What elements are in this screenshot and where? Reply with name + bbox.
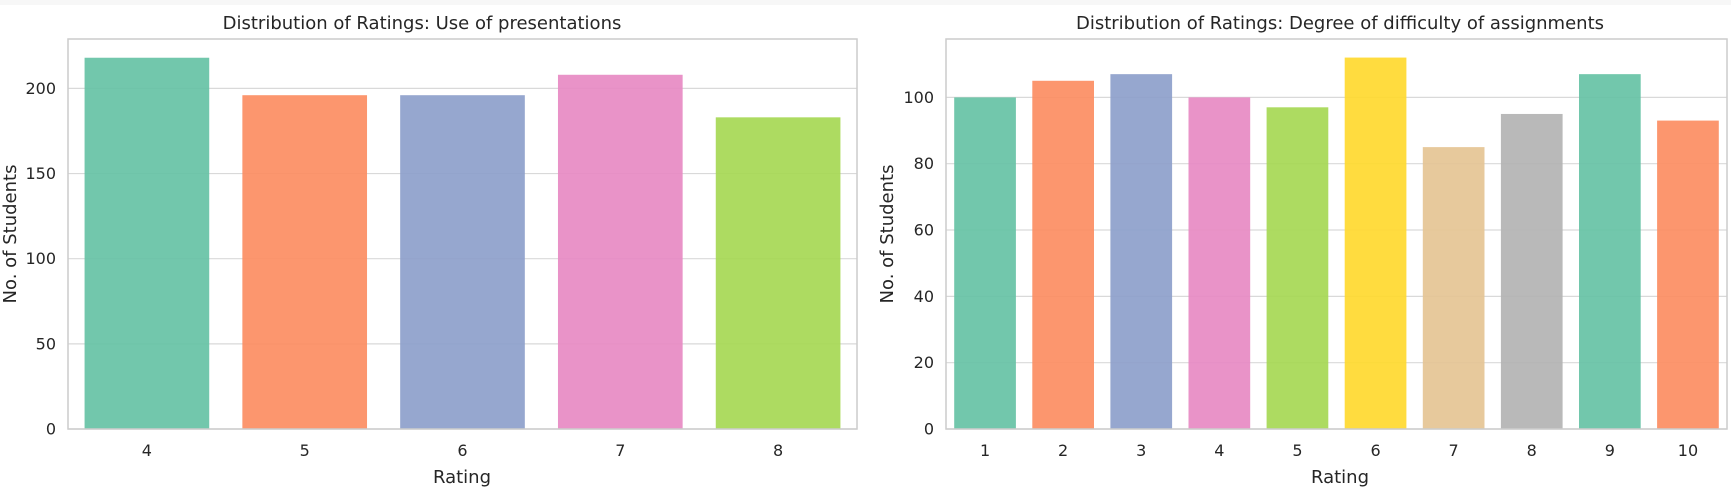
y-tick-label: 20 (914, 353, 934, 372)
y-tick-label: 100 (903, 88, 934, 107)
bar-rating-5 (1266, 107, 1329, 429)
bar-rating-7 (557, 74, 683, 429)
plot-frame (945, 38, 1728, 430)
bar-rating-4 (84, 57, 210, 430)
bar-rating-1 (954, 97, 1016, 430)
bar-rating-2 (1032, 80, 1094, 430)
x-tick-label: 6 (457, 441, 467, 460)
x-tick-label: 8 (773, 441, 783, 460)
bar-rating-6 (1344, 57, 1407, 429)
x-tick-label: 6 (1370, 441, 1380, 460)
y-tick-label: 150 (25, 164, 56, 183)
bar-rating-4 (1188, 97, 1251, 430)
y-tick-label: 100 (25, 249, 56, 268)
bar-rating-8 (715, 117, 841, 430)
bar-rating-8 (1500, 113, 1563, 430)
y-tick-label: 0 (924, 420, 934, 439)
chart-title: Distribution of Ratings: Degree of diffi… (1076, 13, 1604, 34)
bar-rating-9 (1579, 74, 1641, 429)
x-tick-label: 9 (1605, 441, 1615, 460)
chart-title: Distribution of Ratings: Use of presenta… (223, 13, 622, 34)
bar-rating-7 (1422, 147, 1485, 429)
y-tick-label: 200 (25, 79, 56, 98)
y-axis-label: No. of Students (0, 165, 21, 304)
x-tick-label: 7 (615, 441, 625, 460)
x-tick-label: 5 (1292, 441, 1302, 460)
y-tick-label: 80 (914, 154, 934, 173)
x-axis-label: Rating (433, 467, 491, 488)
x-tick-label: 1 (980, 441, 990, 460)
bar-rating-6 (400, 95, 525, 430)
bar-rating-3 (1110, 74, 1173, 429)
x-tick-label: 8 (1527, 441, 1537, 460)
x-tick-label: 4 (1214, 441, 1224, 460)
y-tick-label: 60 (914, 221, 934, 240)
y-axis-label: No. of Students (877, 165, 898, 304)
y-tick-label: 40 (914, 287, 934, 306)
x-tick-label: 7 (1449, 441, 1459, 460)
top-strip (0, 0, 1731, 5)
x-tick-label: 10 (1678, 441, 1698, 460)
bar-rating-5 (242, 95, 368, 430)
x-tick-label: 2 (1058, 441, 1068, 460)
x-tick-label: 5 (300, 441, 310, 460)
plot-frame (67, 38, 858, 430)
x-tick-label: 4 (142, 441, 152, 460)
y-tick-label: 0 (46, 420, 56, 439)
y-tick-label: 50 (36, 334, 56, 353)
x-tick-label: 3 (1136, 441, 1146, 460)
x-axis-label: Rating (1311, 467, 1369, 488)
bar-rating-10 (1657, 120, 1719, 429)
